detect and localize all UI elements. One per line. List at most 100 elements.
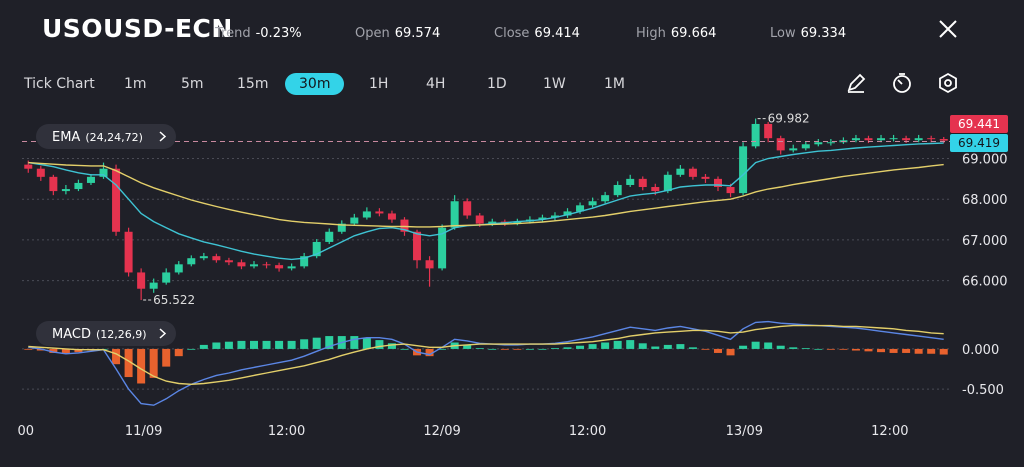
candle-body <box>663 174 672 192</box>
timeframe[interactable]: 4H <box>426 76 446 92</box>
histogram-bar <box>789 347 798 349</box>
stat-value: 69.414 <box>534 26 580 41</box>
x-tick-label: 13/09 <box>726 424 763 439</box>
indicator-params: (24,24,72) <box>85 131 143 144</box>
candle-body <box>588 201 597 206</box>
candle-body <box>764 123 773 139</box>
indicator-label: EMA (24,24,72) <box>52 130 143 145</box>
timeframe[interactable]: 30m <box>285 73 345 95</box>
timeframe[interactable]: 1W <box>543 76 566 92</box>
candle-body <box>49 176 58 192</box>
candle-body <box>801 144 810 149</box>
histogram-bar <box>262 340 271 349</box>
indicator-name: MACD <box>52 327 91 342</box>
stat: Trend -0.23% <box>215 22 302 41</box>
candle-body <box>350 217 359 224</box>
y-tick-label: 67.000 <box>962 234 1008 249</box>
x-tick-label: 12:00 <box>569 424 606 439</box>
stat: Low 69.334 <box>770 22 846 41</box>
timeframe[interactable]: 1m <box>124 76 147 92</box>
histogram-bar <box>212 342 221 349</box>
histogram-bar <box>550 348 559 349</box>
candle-body <box>626 178 635 185</box>
candle-body <box>137 272 146 289</box>
histogram-bar <box>601 342 610 349</box>
candle-body <box>513 221 522 224</box>
histogram-bar <box>74 348 83 353</box>
indicator-chevron <box>159 131 167 142</box>
candle-body <box>362 211 371 218</box>
histogram-bar <box>375 340 384 349</box>
stat-value: 69.334 <box>800 26 847 41</box>
stat-value: -0.23% <box>255 26 302 41</box>
candle-body <box>337 223 346 232</box>
candle-body <box>187 258 196 265</box>
histogram-bar <box>162 348 171 367</box>
candle-body <box>149 282 158 289</box>
x-tick-label: 12/09 <box>423 424 460 439</box>
candle-body <box>400 219 409 232</box>
timeframe[interactable]: 15m <box>237 76 269 92</box>
histogram-bar <box>826 348 835 350</box>
candle-body <box>275 265 284 269</box>
histogram-bar <box>576 345 585 349</box>
candle-body <box>199 256 208 259</box>
candle-body <box>61 189 70 192</box>
candle-body <box>224 260 233 263</box>
histogram-bar <box>864 348 873 352</box>
candle-body <box>714 178 722 188</box>
stat-value: 69.574 <box>394 26 441 41</box>
symbol: USOUSD-ECN <box>42 14 233 43</box>
candle-body <box>425 260 434 269</box>
candle-body <box>24 164 33 169</box>
indicator-params: (12,26,9) <box>96 328 147 341</box>
histogram-bar <box>124 348 133 378</box>
stat-label: Close <box>494 26 530 41</box>
y-tick-label: 69.000 <box>962 153 1008 168</box>
draw-icon[interactable] <box>844 71 868 95</box>
histogram-bar <box>538 348 547 350</box>
histogram-bar <box>638 343 647 349</box>
candle-body <box>914 138 923 141</box>
histogram-bar <box>776 345 785 349</box>
histogram-bar <box>839 348 848 350</box>
timeframe[interactable]: 1D <box>487 76 507 92</box>
histogram-bar <box>927 348 936 354</box>
candle-body <box>300 256 309 267</box>
price-line-label: 69.419 <box>958 136 1000 150</box>
candle-body <box>212 256 221 261</box>
x-tick-label: 12:00 <box>871 424 908 439</box>
timeframe[interactable]: 5m <box>181 76 204 92</box>
timeframe[interactable]: 1M <box>604 76 625 92</box>
candle-body <box>550 215 559 218</box>
low-annotation: 65.522 <box>153 293 195 307</box>
candle-body <box>889 138 898 140</box>
histogram-bar <box>300 339 309 349</box>
histogram-bar <box>688 347 697 349</box>
histogram-bar <box>237 340 246 349</box>
candle-body <box>739 146 748 194</box>
timer-icon[interactable] <box>890 71 914 95</box>
histogram-bar <box>525 348 534 350</box>
candle-body <box>726 187 735 194</box>
close-button[interactable] <box>936 17 960 41</box>
histogram-bar <box>400 348 409 350</box>
timeframe[interactable]: Tick Chart <box>24 76 95 92</box>
histogram-bar <box>764 342 773 349</box>
candle-body <box>86 176 95 183</box>
settings-icon[interactable] <box>936 71 960 95</box>
histogram-bar <box>751 341 760 349</box>
candle-body <box>450 201 459 228</box>
price-line-box <box>950 134 1008 152</box>
candle-body <box>814 142 823 145</box>
histogram-bar <box>325 336 334 349</box>
histogram-bar <box>701 348 710 350</box>
candle-body <box>902 138 911 141</box>
timeframe[interactable]: 1H <box>369 76 389 92</box>
histogram-bar <box>714 348 722 353</box>
candle-body <box>613 184 622 196</box>
stat-label: High <box>636 26 666 41</box>
candle-body <box>851 138 860 141</box>
candle-body <box>864 138 873 141</box>
